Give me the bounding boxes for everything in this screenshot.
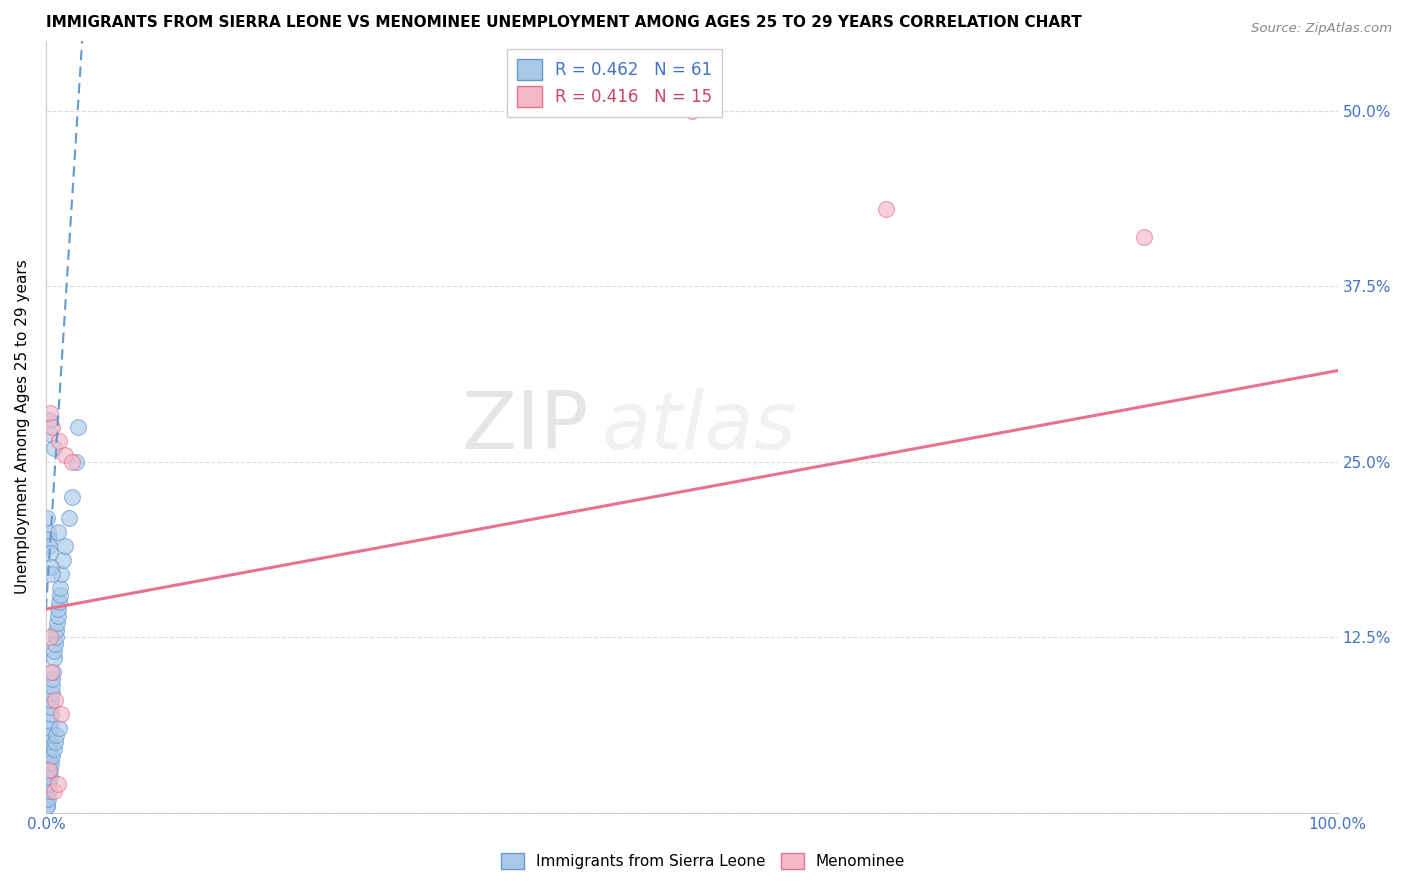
Point <box>39 700 62 714</box>
Point <box>37 771 59 785</box>
Point <box>52 553 75 567</box>
Point <box>38 532 60 546</box>
Point <box>38 756 60 771</box>
Point <box>65 455 87 469</box>
Point <box>38 546 60 560</box>
Point <box>38 630 60 644</box>
Point <box>45 623 67 637</box>
Point <box>53 448 76 462</box>
Text: Source: ZipAtlas.com: Source: ZipAtlas.com <box>1251 22 1392 36</box>
Point <box>681 103 703 118</box>
Point <box>38 735 60 749</box>
Legend: R = 0.462   N = 61, R = 0.416   N = 15: R = 0.462 N = 61, R = 0.416 N = 15 <box>506 49 723 117</box>
Point <box>39 665 62 680</box>
Point <box>48 722 70 736</box>
Point <box>37 798 59 813</box>
Point <box>49 581 72 595</box>
Point <box>60 455 83 469</box>
Point <box>39 722 62 736</box>
Point <box>51 567 73 582</box>
Point <box>48 595 70 609</box>
Text: atlas: atlas <box>602 388 796 466</box>
Point <box>35 791 58 805</box>
Point <box>44 637 66 651</box>
Point <box>46 616 69 631</box>
Point <box>39 756 62 771</box>
Point <box>39 560 62 574</box>
Text: ZIP: ZIP <box>461 388 589 466</box>
Point <box>38 539 60 553</box>
Point <box>51 707 73 722</box>
Legend: Immigrants from Sierra Leone, Menominee: Immigrants from Sierra Leone, Menominee <box>495 847 911 875</box>
Point <box>58 511 80 525</box>
Point <box>42 784 65 798</box>
Point <box>42 651 65 665</box>
Point <box>38 728 60 742</box>
Point <box>45 728 67 742</box>
Point <box>875 202 897 217</box>
Point <box>48 588 70 602</box>
Point <box>1133 230 1156 244</box>
Point <box>39 707 62 722</box>
Point <box>39 714 62 729</box>
Point <box>38 764 60 778</box>
Point <box>46 602 69 616</box>
Point <box>37 764 59 778</box>
Point <box>44 644 66 658</box>
Point <box>35 798 58 813</box>
Point <box>42 441 65 455</box>
Point <box>41 686 63 700</box>
Point <box>37 791 59 805</box>
Point <box>41 693 63 707</box>
Point <box>46 524 69 539</box>
Point <box>46 609 69 624</box>
Point <box>38 406 60 420</box>
Point <box>39 426 62 441</box>
Point <box>37 784 59 798</box>
Y-axis label: Unemployment Among Ages 25 to 29 years: Unemployment Among Ages 25 to 29 years <box>15 260 30 594</box>
Point <box>39 764 62 778</box>
Point <box>41 567 63 582</box>
Point <box>60 490 83 504</box>
Point <box>41 419 63 434</box>
Point <box>37 777 59 791</box>
Point <box>42 742 65 756</box>
Point <box>38 742 60 756</box>
Point <box>37 524 59 539</box>
Point <box>38 784 60 798</box>
Point <box>44 735 66 749</box>
Point <box>38 413 60 427</box>
Point <box>38 777 60 791</box>
Point <box>42 665 65 680</box>
Point <box>41 679 63 693</box>
Text: IMMIGRANTS FROM SIERRA LEONE VS MENOMINEE UNEMPLOYMENT AMONG AGES 25 TO 29 YEARS: IMMIGRANTS FROM SIERRA LEONE VS MENOMINE… <box>46 15 1081 30</box>
Point <box>46 777 69 791</box>
Point <box>53 539 76 553</box>
Point <box>45 630 67 644</box>
Point <box>38 749 60 764</box>
Point <box>41 749 63 764</box>
Point <box>41 672 63 686</box>
Point <box>48 434 70 448</box>
Point <box>37 511 59 525</box>
Point <box>38 771 60 785</box>
Point <box>44 693 66 707</box>
Point <box>67 419 90 434</box>
